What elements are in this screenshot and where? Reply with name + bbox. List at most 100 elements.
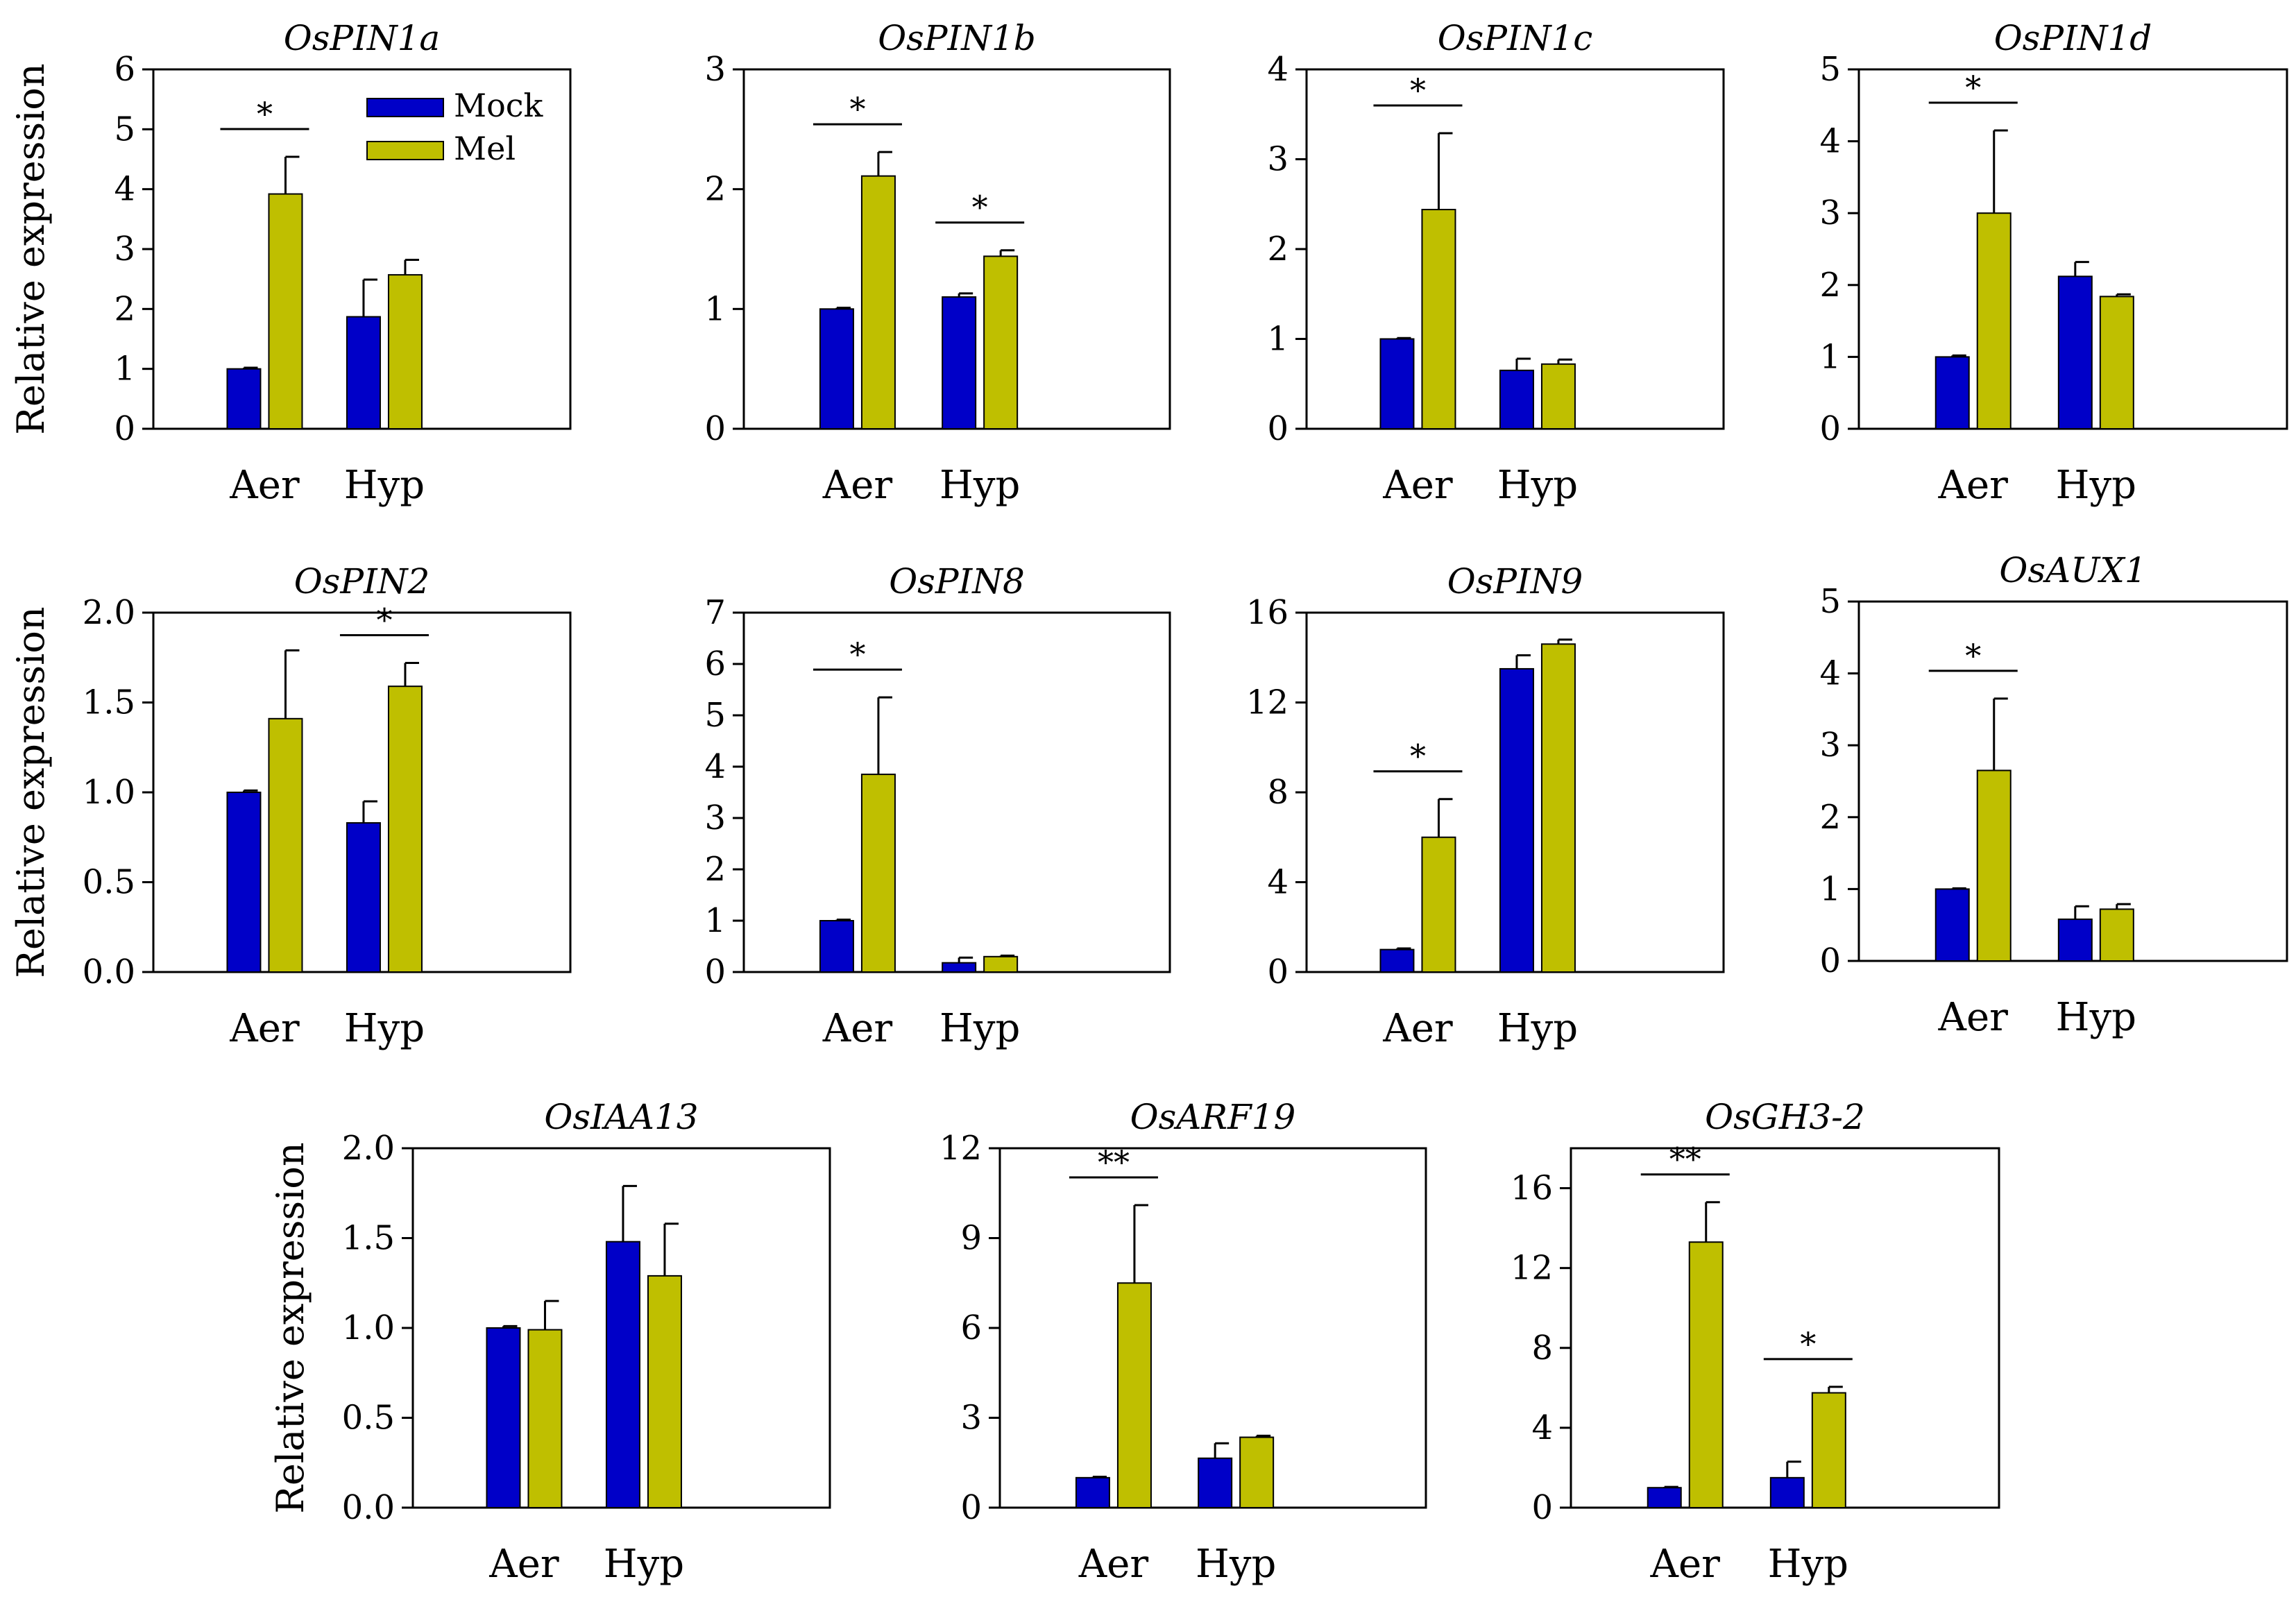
bar-mock xyxy=(486,1327,521,1508)
x-category-label: Aer xyxy=(229,463,300,508)
y-tick-label: 3 xyxy=(704,799,726,837)
y-tick-label: 3 xyxy=(1819,726,1841,765)
x-category-label: Hyp xyxy=(1497,1006,1578,1051)
x-category-label: Aer xyxy=(1938,995,2009,1040)
y-tick-label: 1.0 xyxy=(83,773,135,812)
significance-mark: * xyxy=(1410,738,1426,775)
x-category-label: Hyp xyxy=(1196,1542,1276,1587)
bar-mock xyxy=(1934,356,1970,430)
y-tick-label: 8 xyxy=(1267,773,1289,812)
chart-panel: OsPIN1c 0 1 2 3 4 Aer * Hyp xyxy=(1267,18,1725,508)
x-category-label: Hyp xyxy=(604,1542,684,1587)
y-tick-label: 2.0 xyxy=(342,1129,395,1168)
bar-mock xyxy=(346,822,381,973)
chart-title: OsARF19 xyxy=(1130,1097,1296,1137)
y-tick-label: 12 xyxy=(1246,683,1289,722)
y-axis-label: Relative expression xyxy=(9,606,53,978)
y-tick-label: 3 xyxy=(704,50,726,89)
bar-mel xyxy=(268,193,303,429)
bar-mel xyxy=(1540,643,1576,973)
y-tick-label: 1.5 xyxy=(83,683,135,722)
x-category-label: Aer xyxy=(1650,1542,1721,1587)
significance-mark: * xyxy=(972,189,988,226)
y-tick-label: 4 xyxy=(1531,1408,1553,1447)
bar-mel xyxy=(1688,1241,1724,1509)
y-tick-label: 5 xyxy=(704,696,726,735)
bar-mel xyxy=(387,274,423,429)
y-tick-label: 0 xyxy=(1819,941,1841,980)
bar-mock xyxy=(226,368,262,430)
bar-mel xyxy=(647,1275,682,1508)
chart-panel: OsPIN9 0 4 8 12 16 Aer * Hyp xyxy=(1246,561,1725,1051)
y-tick-label: 2 xyxy=(704,170,726,209)
y-tick-label: 0 xyxy=(1819,409,1841,448)
bar-mock xyxy=(226,792,262,973)
x-category-label: Aer xyxy=(1382,1006,1453,1051)
significance-mark: * xyxy=(1965,69,1981,106)
y-tick-label: 12 xyxy=(1511,1249,1553,1288)
chart-title: OsPIN1d xyxy=(1994,18,2152,58)
y-tick-label: 6 xyxy=(114,50,135,89)
y-tick-label: 3 xyxy=(1819,194,1841,232)
bar-mock xyxy=(1198,1457,1233,1508)
y-tick-label: 8 xyxy=(1531,1329,1553,1367)
bar-mock xyxy=(1647,1487,1682,1508)
x-category-label: Hyp xyxy=(1497,463,1578,508)
bar-mock xyxy=(1499,667,1534,973)
x-category-label: Aer xyxy=(822,463,893,508)
bar-mel xyxy=(527,1329,563,1508)
bar-mock xyxy=(605,1241,640,1509)
y-tick-label: 1 xyxy=(1819,869,1841,908)
y-tick-label: 4 xyxy=(704,747,726,786)
significance-mark: * xyxy=(376,602,392,639)
x-category-label: Hyp xyxy=(344,1006,425,1051)
bar-mel xyxy=(1976,769,2012,962)
y-tick-label: 0.5 xyxy=(83,863,135,902)
bar-mock xyxy=(819,920,854,973)
chart-title: OsIAA13 xyxy=(544,1097,698,1137)
y-tick-label: 4 xyxy=(1267,50,1289,89)
y-tick-label: 7 xyxy=(704,593,726,632)
x-category-label: Aer xyxy=(1382,463,1453,508)
x-category-label: Hyp xyxy=(939,463,1020,508)
bar-mock xyxy=(1934,888,1970,962)
chart-title: OsPIN2 xyxy=(294,561,430,602)
y-tick-label: 5 xyxy=(114,110,135,148)
x-category-label: Hyp xyxy=(2056,463,2136,508)
y-tick-label: 1.5 xyxy=(342,1219,395,1258)
y-tick-label: 3 xyxy=(114,230,135,269)
y-tick-label: 1 xyxy=(704,901,726,940)
y-tick-label: 6 xyxy=(704,645,726,683)
x-category-label: Aer xyxy=(822,1006,893,1051)
chart-panel: OsAUX1 0 1 2 3 4 5 Aer * Hyp xyxy=(1819,550,2288,1040)
x-category-label: Aer xyxy=(1078,1542,1149,1587)
bar-mel xyxy=(860,175,896,429)
bar-mel xyxy=(1421,836,1456,973)
chart-title: OsPIN8 xyxy=(889,561,1025,602)
y-tick-label: 6 xyxy=(960,1309,982,1347)
bar-mock xyxy=(1075,1476,1110,1508)
chart-panel: OsPIN1a 0 1 2 3 4 5 6 Relative expression Aer * Hyp… xyxy=(9,18,572,508)
chart-panel: OsPIN8 0 1 2 3 4 5 6 7 Aer * Hyp xyxy=(704,561,1171,1051)
y-tick-label: 12 xyxy=(939,1129,982,1168)
bar-mock xyxy=(819,308,854,430)
bar-mock xyxy=(1379,948,1415,973)
y-tick-label: 0 xyxy=(1267,409,1289,448)
chart-title: OsPIN9 xyxy=(1447,561,1583,602)
chart-title: OsPIN1a xyxy=(284,18,440,58)
y-tick-label: 0 xyxy=(704,409,726,448)
x-category-label: Hyp xyxy=(2056,995,2136,1040)
significance-mark: * xyxy=(1800,1325,1816,1363)
y-tick-label: 0 xyxy=(1267,953,1289,991)
bar-mock xyxy=(346,316,381,429)
x-category-label: Hyp xyxy=(939,1006,1020,1051)
bar-mel xyxy=(983,255,1019,429)
y-tick-label: 0 xyxy=(960,1488,982,1527)
chart-title: OsGH3-2 xyxy=(1705,1097,1865,1137)
y-tick-label: 1 xyxy=(1819,337,1841,376)
y-tick-label: 0.0 xyxy=(83,953,135,991)
bar-mock xyxy=(1499,369,1534,430)
bar-mel xyxy=(1239,1436,1275,1509)
y-tick-label: 2 xyxy=(1819,798,1841,837)
